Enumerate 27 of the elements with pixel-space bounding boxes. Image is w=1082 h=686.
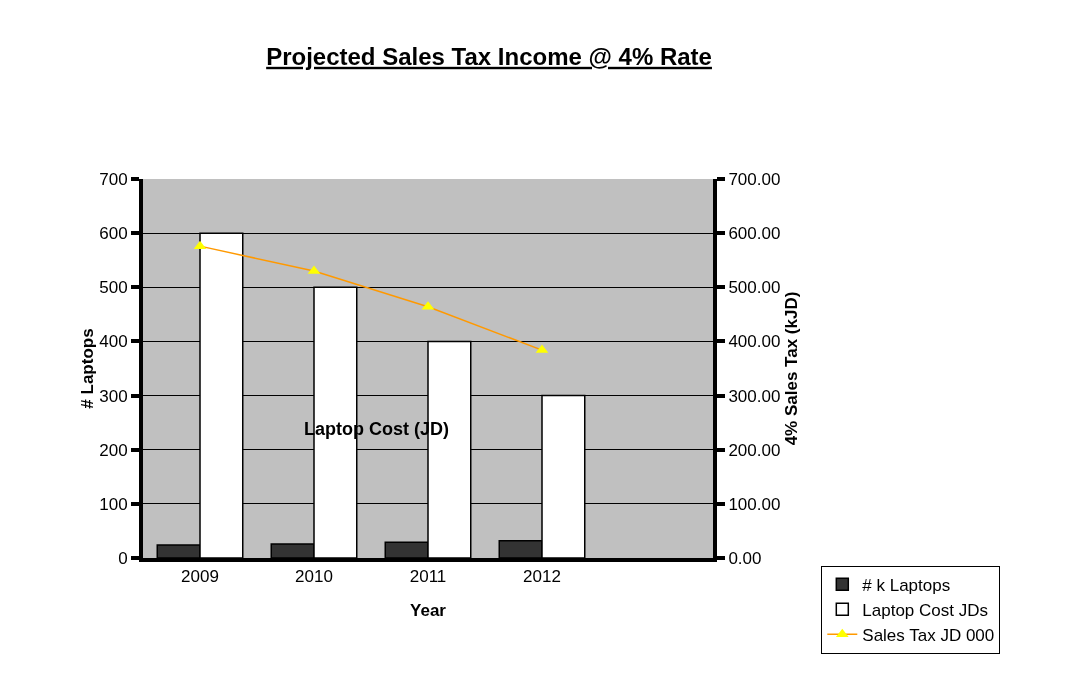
x-tick-label: 2012 (523, 567, 561, 587)
legend-label: Laptop Cost JDs (862, 600, 988, 620)
y-tick-label: 300 (99, 386, 128, 406)
y2-axis-title: 4% Sales Tax (kJD) (782, 291, 802, 446)
x-tick-label: 2010 (295, 567, 333, 587)
y2-tick-label: 400.00 (728, 332, 781, 352)
y-tick-label: 200 (99, 440, 128, 460)
y-tick-label: 700 (99, 169, 128, 189)
legend-label: Sales Tax JD 000 (862, 625, 995, 645)
chart-title: Projected Sales Tax Income @ 4% Rate (266, 42, 712, 70)
y-tick-label: 100 (99, 494, 128, 514)
y-tick-label: 600 (99, 224, 128, 244)
y-tick-label: 500 (99, 278, 128, 298)
y2-tick-label: 300.00 (728, 386, 781, 406)
y2-tick-label: 700.00 (728, 169, 781, 189)
y2-tick-label: 200.00 (728, 440, 781, 460)
x-axis-title: Year (410, 601, 447, 621)
y2-tick-label: 100.00 (728, 494, 781, 514)
x-tick-label: 2011 (409, 567, 447, 587)
y2-tick-label: 600.00 (728, 224, 781, 244)
y-tick-label: 0 (118, 548, 128, 568)
y2-tick-label: 500.00 (728, 278, 781, 298)
x-tick-label: 2009 (181, 567, 219, 587)
legend-label: # k Laptops (862, 575, 951, 595)
y-axis-title: # Laptops (78, 328, 98, 409)
y-tick-label: 400 (99, 332, 128, 352)
y2-tick-label: 0.00 (728, 548, 762, 568)
